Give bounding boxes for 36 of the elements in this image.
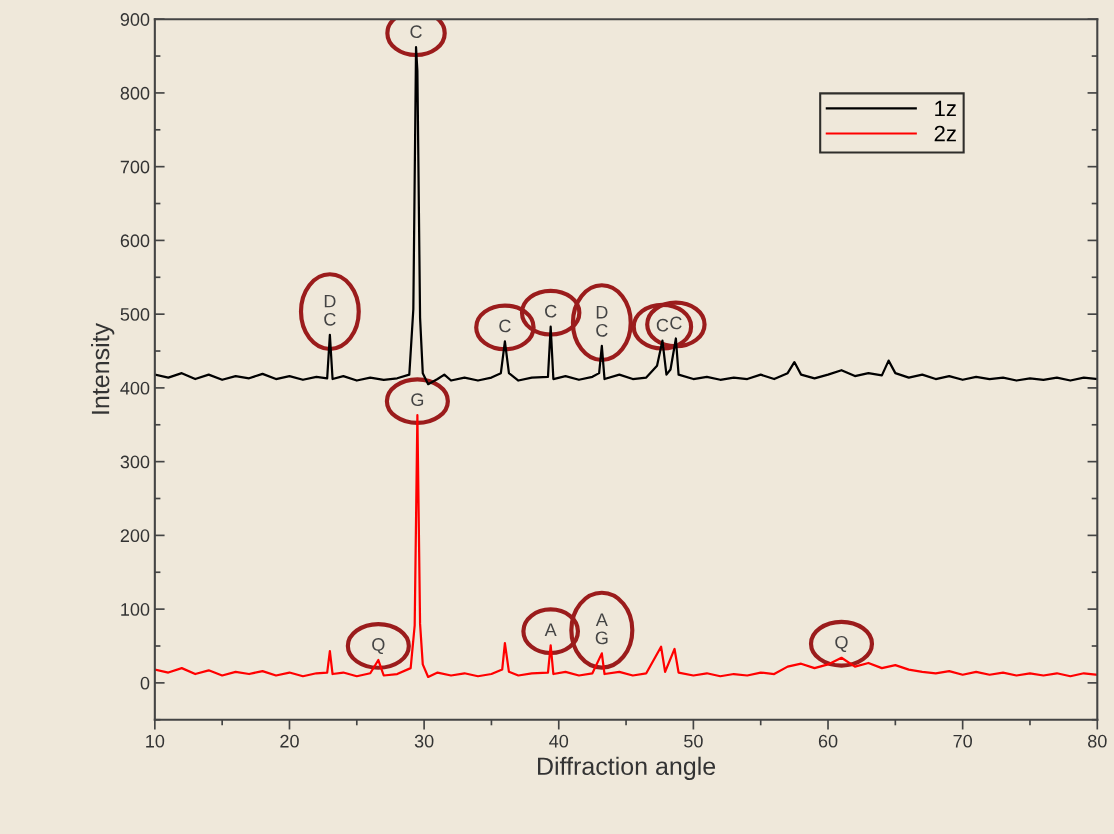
annotation: D C: [324, 294, 336, 326]
x-tick-label: 40: [549, 734, 569, 748]
x-axis-title: Diffraction angle: [538, 756, 716, 781]
annotation: Q: [372, 638, 385, 655]
annotation: A: [544, 623, 557, 636]
y-tick-label: 500: [120, 308, 150, 321]
line-series: [154, 46, 1098, 386]
y-tick-label: 100: [121, 603, 150, 616]
y-tick-label: 600: [120, 234, 150, 248]
annotation: C: [410, 25, 422, 39]
annotation: D C: [596, 306, 608, 337]
annotation: G: [411, 393, 424, 407]
x-tick-label: 60: [818, 734, 838, 748]
annotation: C: [499, 319, 511, 333]
y-axis-title: Intensity: [91, 322, 115, 414]
y-tick-label: 0: [140, 676, 150, 690]
y-tick-label: 800: [120, 86, 150, 100]
line-series: [154, 414, 1098, 679]
x-tick-label: 80: [1088, 734, 1107, 748]
annotation: Q: [835, 635, 848, 652]
x-tick-label: 50: [684, 734, 703, 748]
annotation: C: [545, 304, 557, 318]
x-tick-label: 30: [414, 734, 434, 748]
y-tick-label: 900: [120, 13, 150, 26]
annotation: C: [656, 318, 669, 332]
legend-label: 2z: [934, 125, 956, 142]
y-tick-label: 700: [120, 160, 150, 174]
legend-label: 1z: [935, 100, 956, 117]
x-tick-label: 70: [953, 734, 972, 748]
y-tick-label: 400: [120, 381, 150, 395]
x-tick-label: 20: [280, 734, 299, 748]
y-tick-label: 300: [120, 455, 150, 469]
x-tick-label: 10: [146, 734, 165, 748]
annotation: C: [670, 316, 682, 330]
annotation: A G: [595, 613, 608, 645]
y-tick-label: 200: [120, 529, 150, 543]
